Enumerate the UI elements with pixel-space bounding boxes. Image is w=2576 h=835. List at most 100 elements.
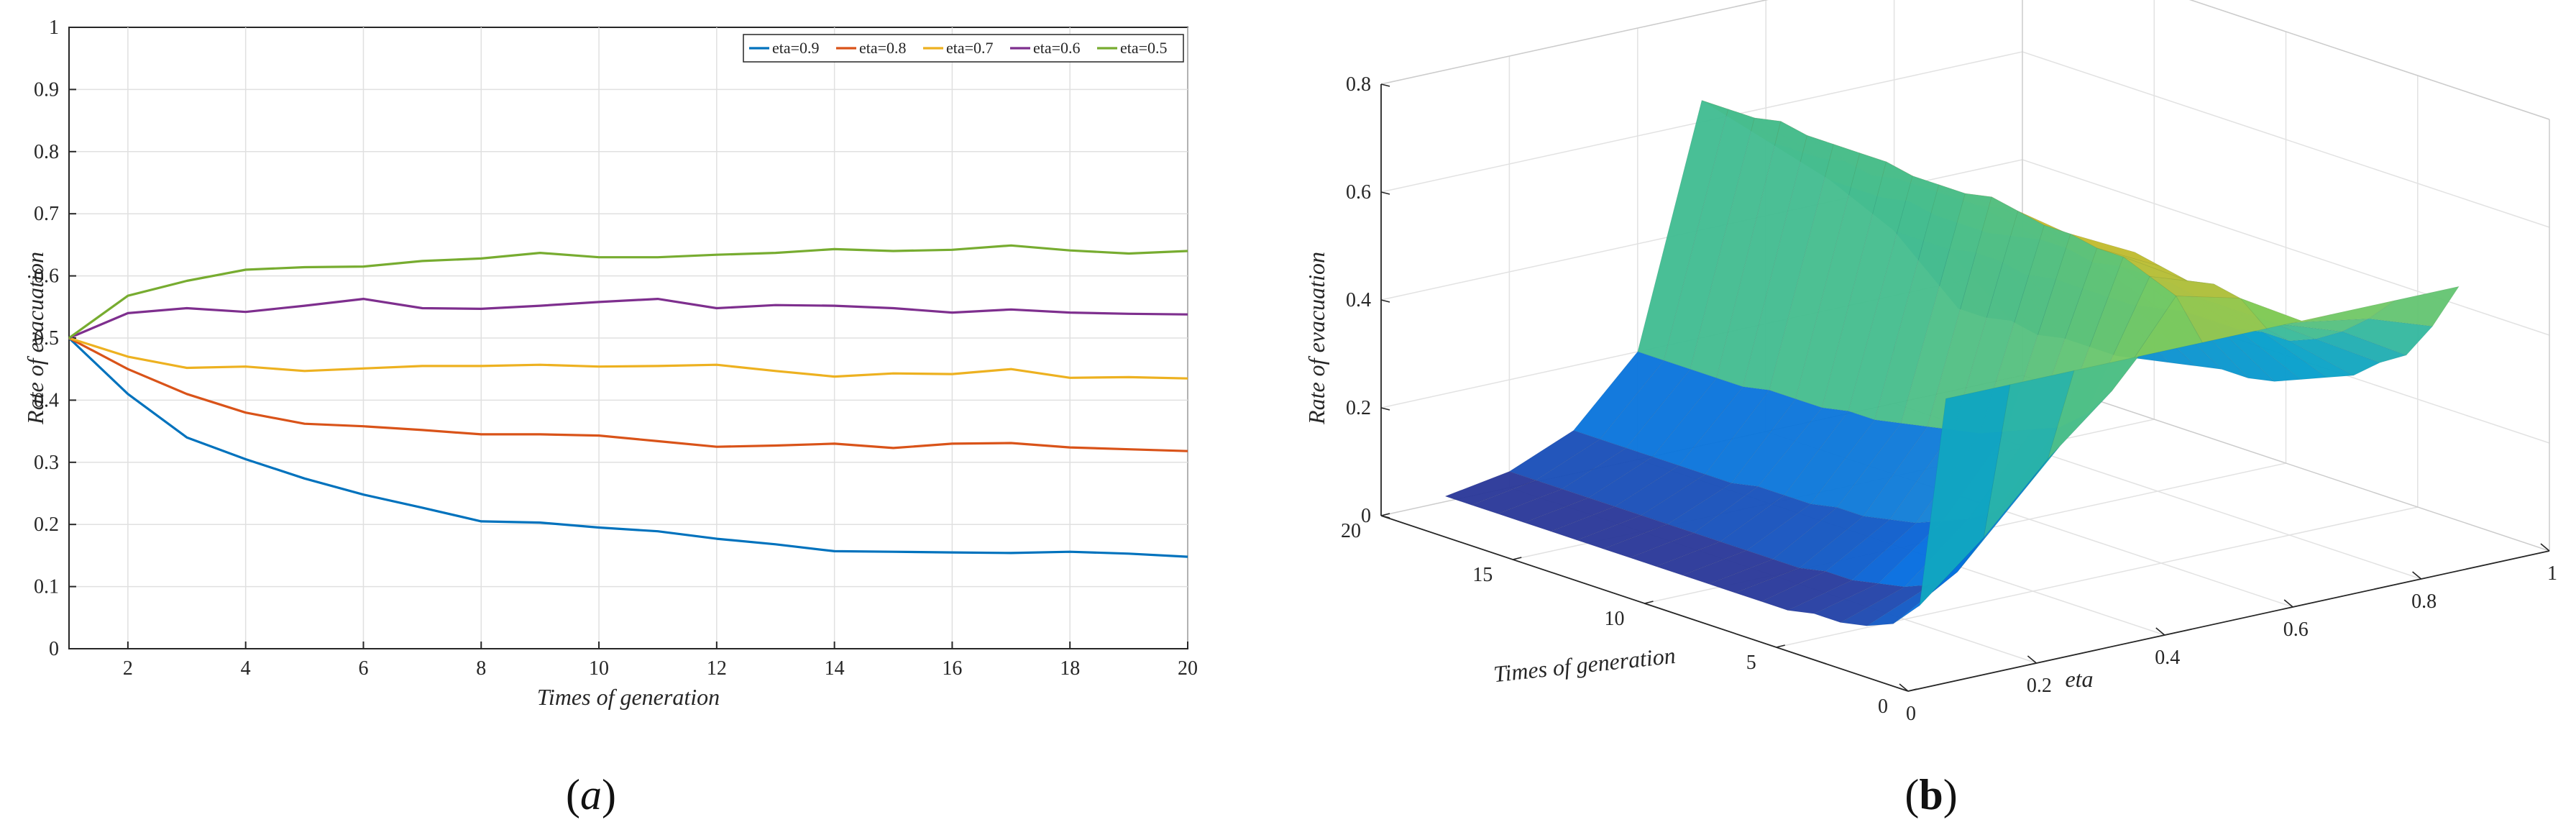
x-tick-label: 4 [241,657,251,680]
y-tick-label-b: 10 [1605,608,1625,630]
x-axis-label-a: Times of generation [537,684,720,710]
x-tick-mark-b [2412,571,2422,580]
caption-a: (a) [566,771,616,818]
surface-patch [1836,423,1928,517]
box-edge [2022,375,2550,552]
surface-patch [1470,480,1563,514]
y-tick-label-b: 5 [1746,652,1756,674]
y-tick-label: 0.3 [34,452,59,474]
y-tick-label: 0.5 [34,327,59,350]
surface-patch [1576,515,1669,549]
x-tick-label: 6 [358,657,368,680]
y-tick-label: 0.6 [34,265,59,288]
x-tick-mark-b [2540,543,2550,552]
surface-patch [1810,419,1902,508]
x-tick-label: 20 [1178,657,1198,680]
x-tick-mark-b [2027,655,2037,664]
y-axis-label-b: Times of generation [1493,642,1677,687]
y-tick-label: 1 [49,17,59,39]
x-ticks-a: 2 4 6 8 10 12 14 16 18 20 [123,642,1198,680]
x-tick-label: 16 [942,657,962,680]
x-axis-label-b: eta [2065,666,2093,692]
legend-entry: eta=0.7 [946,39,994,57]
legend-entry: eta=0.5 [1120,39,1168,57]
surface-patch [1681,549,1774,585]
x-tick-mark-b [2155,627,2165,636]
series-line-eta-0-9 [68,337,1188,558]
y-tick-mark-b [1513,557,1522,560]
legend-entry: eta=0.6 [1033,39,1081,57]
x-axis-line [1907,550,2550,692]
box-edge [2188,0,2550,120]
x-tick-mark-b [1899,683,1909,692]
legend-entry: eta=0.9 [772,39,820,57]
series-line-eta-0-6 [68,298,1188,339]
surface-patch [1874,184,1966,424]
series-lines-a [68,244,1188,558]
y-axis-label-a: Rate of evacuation [22,252,48,425]
surface-patch [1508,430,1601,481]
x-tick-label: 10 [589,657,609,680]
y-ticks-a: 0 0.1 0.2 0.3 0.4 0.5 0.6 0.7 0.8 0.9 1 [34,17,76,660]
surface-patch [2112,295,2203,391]
y-tick-label: 0.2 [34,514,59,536]
surface-patch [1983,370,2075,539]
x-tick-label-b: 0.4 [2155,647,2180,669]
grid-a [69,27,1188,649]
y-tick-label: 0.4 [34,389,59,411]
x-tick-label: 8 [476,657,486,680]
z-tick-mark-b [1380,191,1390,195]
surface-patch [1839,584,1932,626]
surface-patch [1731,398,1823,487]
y-tick-label: 0.1 [34,576,59,598]
z-tick-mark-b [1380,299,1390,303]
grid-line-z [1380,0,2550,120]
x-tick-label: 14 [825,657,845,680]
surface-patch [1787,580,1879,614]
line-chart-panel-a: 0 0.1 0.2 0.3 0.4 0.5 0.6 0.7 0.8 0.9 1 2 4 6 8 10 12 14… [22,17,1198,710]
surface-patch [1572,351,1665,440]
z-tick-mark-b [1380,407,1390,411]
x-tick-mark-b [2283,599,2293,608]
surface-patch [1705,390,1797,484]
surface-patch [1667,483,1759,534]
box-edge [1380,0,1769,85]
series-line-eta-0-5 [68,244,1188,339]
series-line-eta-0-7 [68,337,1188,380]
y-tick-label: 0.8 [34,141,59,163]
y-tick-mark-b [1644,601,1654,604]
surface-patch [1734,567,1827,602]
legend-entry: eta=0.8 [859,39,907,57]
surface-patch [1523,497,1616,532]
y-tick-label: 0.7 [34,203,59,225]
z-tick-label-b: 0.6 [1346,181,1371,204]
surface-b [1444,99,2460,626]
surface-patch [1919,384,2011,607]
y-tick-mark-b [1776,644,1785,648]
y-tick-label: 0 [49,638,59,660]
y-tick-label: 0.9 [34,78,59,101]
z-axis-label-b: Rate of evacuation [1303,252,1329,425]
x-tick-label-b: 1 [2547,562,2557,585]
z-tick-mark-b [1380,515,1390,519]
surface-patch [1927,196,2019,431]
y-tick-mark-b [1907,688,1917,692]
surface-patch [1772,507,1864,569]
series-line-eta-0-8 [68,337,1188,452]
surface-patch [1637,99,1729,361]
surface-patch [2314,331,2408,363]
z-tick-label-b: 0.8 [1346,73,1371,96]
surface-patch [1760,570,1853,611]
x-tick-label: 12 [707,657,727,680]
x-tick-label: 18 [1060,657,1080,680]
surface-patch [1798,516,1891,572]
surface-patch [1716,121,1808,388]
surface-patch [1602,524,1695,558]
y-tick-label-b: 15 [1472,564,1493,586]
y-tick-label-b: 20 [1341,520,1361,542]
surface-patch [2288,338,2381,376]
y-tick-label-b: 0 [1878,695,1888,718]
